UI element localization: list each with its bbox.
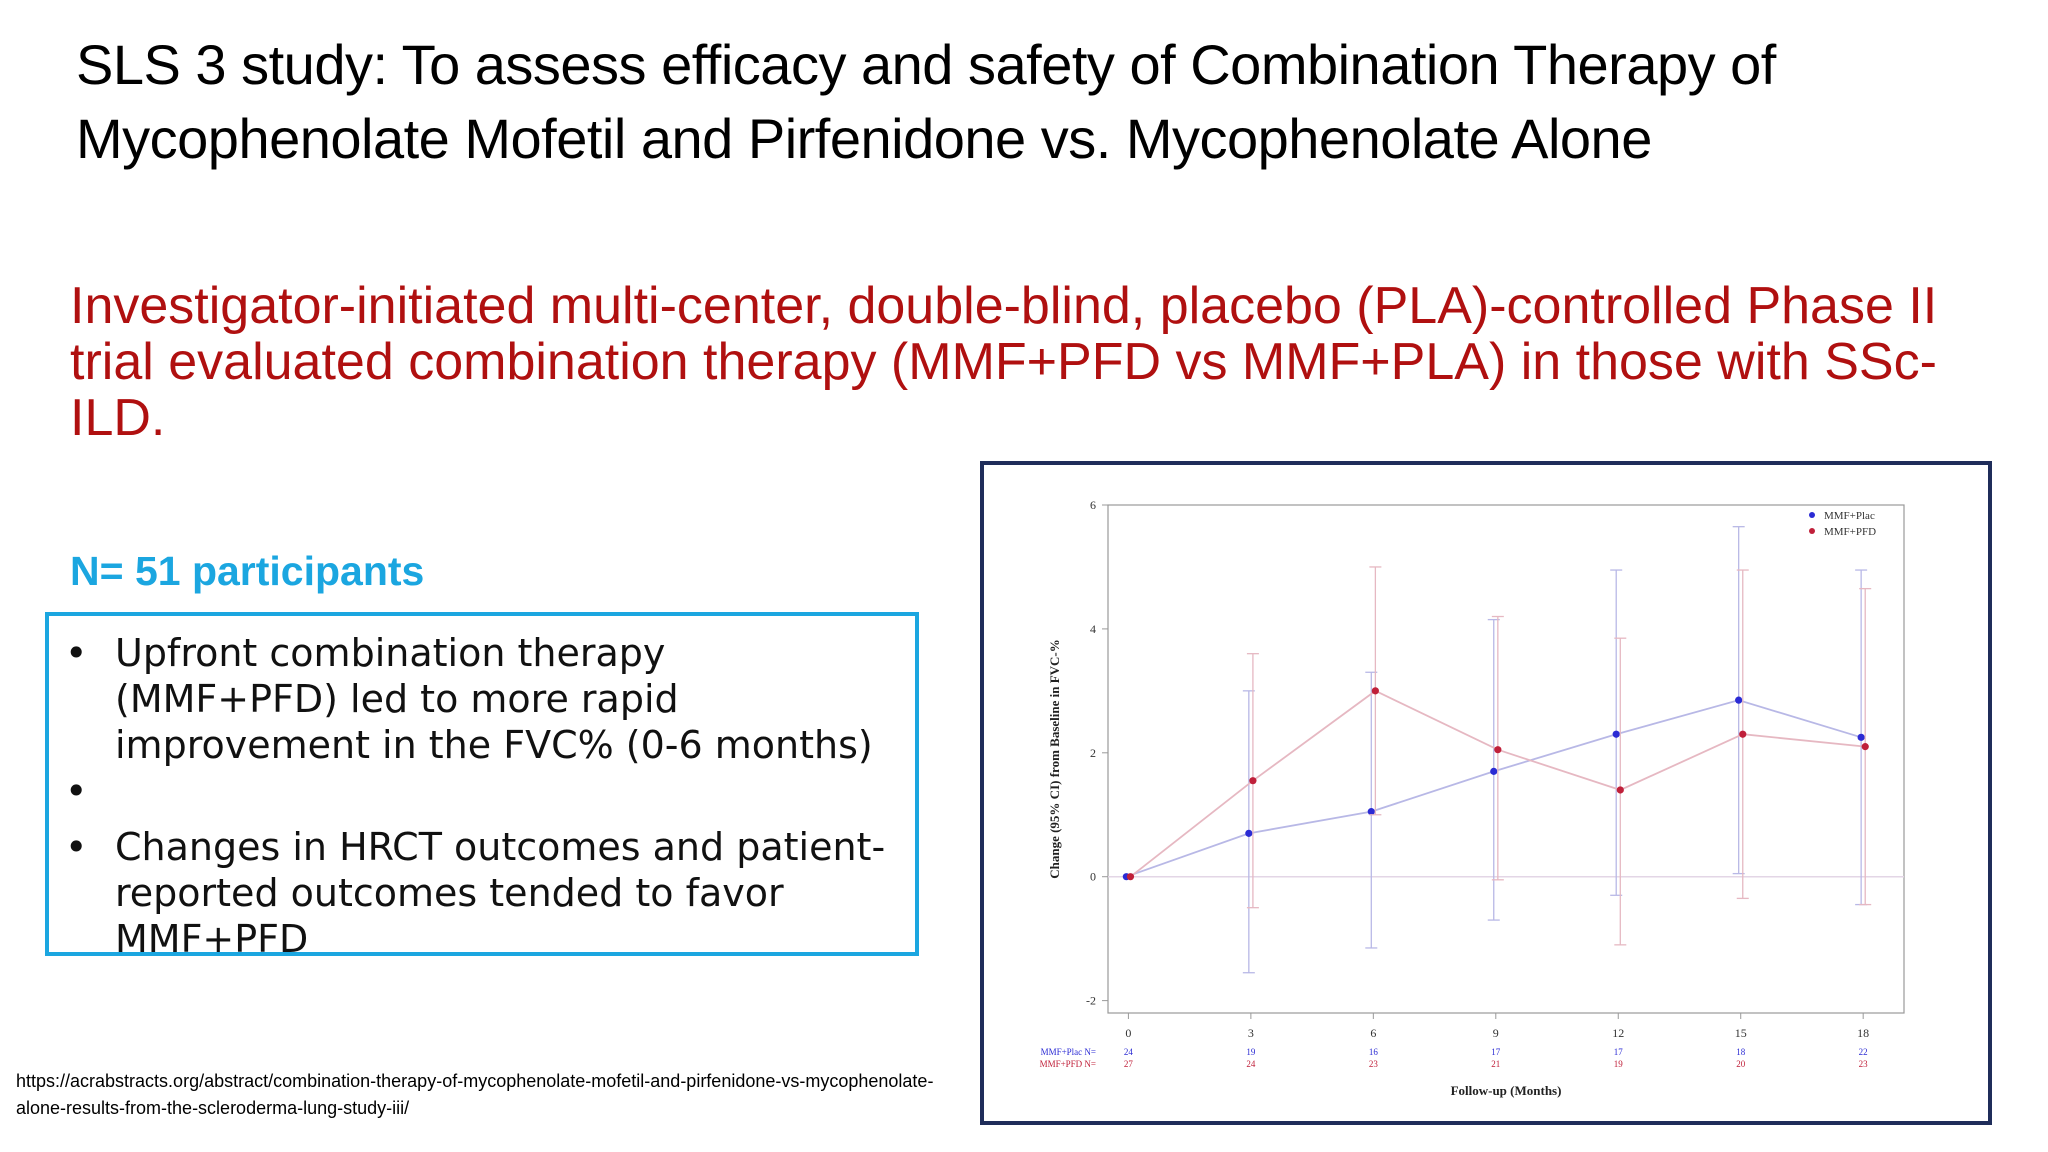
y-tick-label: 0 — [1090, 870, 1096, 884]
data-point — [1367, 808, 1375, 816]
n-count: 19 — [1614, 1059, 1624, 1069]
data-point — [1249, 777, 1257, 785]
y-tick-label: -2 — [1086, 994, 1096, 1008]
data-point — [1861, 743, 1869, 751]
x-tick-label: 15 — [1735, 1026, 1747, 1040]
n-count: 18 — [1736, 1047, 1746, 1057]
x-axis-label: Follow-up (Months) — [1451, 1083, 1562, 1098]
data-point — [1245, 829, 1253, 837]
n-count: 27 — [1124, 1059, 1134, 1069]
finding-text: Upfront combination therapy (MMF+PFD) le… — [115, 631, 873, 767]
y-axis-label: Change (95% CI) from Baseline in FVC-% — [1047, 639, 1062, 879]
plot-area-border — [1107, 504, 1905, 1014]
n-row-label: MMF+Plac N= — [1041, 1047, 1096, 1057]
data-point — [1126, 873, 1135, 881]
n-count: 23 — [1369, 1059, 1379, 1069]
bullet-marker: • — [65, 769, 88, 813]
bullet-marker: • — [65, 631, 88, 675]
legend-marker — [1809, 528, 1815, 534]
n-count: 20 — [1736, 1059, 1746, 1069]
x-tick-label: 9 — [1493, 1026, 1499, 1040]
finding-item: • Changes in HRCT outcomes and patient-re… — [49, 824, 895, 962]
data-point — [1490, 767, 1498, 775]
finding-item: • — [49, 768, 895, 824]
data-point — [1371, 687, 1379, 695]
data-point — [1616, 786, 1624, 794]
y-tick-label: 4 — [1090, 622, 1096, 636]
findings-list: • Upfront combination therapy (MMF+PFD) l… — [49, 616, 915, 962]
y-tick-label: 6 — [1090, 498, 1096, 512]
data-point — [1735, 696, 1743, 704]
participants-count: N= 51 participants — [70, 548, 425, 594]
bullet-marker: • — [65, 825, 88, 869]
fvc-chart-frame: -2 0 2 4 6 0 3 6 9 12 15 18 Change (95% CI) from Bas… — [980, 461, 1992, 1125]
legend-entry: MMF+PFD — [1824, 526, 1876, 538]
finding-text: Changes in HRCT outcomes and patient-rep… — [115, 825, 886, 961]
data-point — [1494, 746, 1502, 754]
reference-url[interactable]: https://acrabstracts.org/abstract/combin… — [16, 1071, 934, 1118]
n-count: 21 — [1491, 1059, 1500, 1069]
n-count: 16 — [1369, 1047, 1379, 1057]
slide-title: SLS 3 study: To assess efficacy and safe… — [76, 33, 1776, 170]
data-point — [1739, 730, 1747, 738]
n-count: 17 — [1491, 1047, 1501, 1057]
x-tick-label: 18 — [1857, 1026, 1869, 1040]
x-tick-label: 0 — [1125, 1026, 1131, 1040]
n-count: 17 — [1614, 1047, 1624, 1057]
y-tick-label: 2 — [1090, 746, 1096, 760]
study-description: Investigator-initiated multi-center, dou… — [70, 277, 1938, 447]
n-count: 22 — [1859, 1047, 1868, 1057]
n-row-label: MMF+PFD N= — [1040, 1059, 1096, 1069]
n-count: 24 — [1124, 1047, 1134, 1057]
n-count: 24 — [1246, 1059, 1256, 1069]
finding-item: • Upfront combination therapy (MMF+PFD) l… — [49, 630, 895, 768]
x-tick-label: 12 — [1612, 1026, 1624, 1040]
x-tick-label: 3 — [1248, 1026, 1254, 1040]
n-count: 19 — [1246, 1047, 1256, 1057]
data-point — [1612, 730, 1620, 738]
n-count: 23 — [1859, 1059, 1869, 1069]
key-findings-box: • Upfront combination therapy (MMF+PFD) l… — [45, 612, 919, 961]
legend-entry: MMF+Plac — [1824, 510, 1875, 522]
x-tick-label: 6 — [1370, 1026, 1376, 1040]
data-point — [1857, 733, 1865, 741]
legend-marker — [1809, 512, 1815, 518]
